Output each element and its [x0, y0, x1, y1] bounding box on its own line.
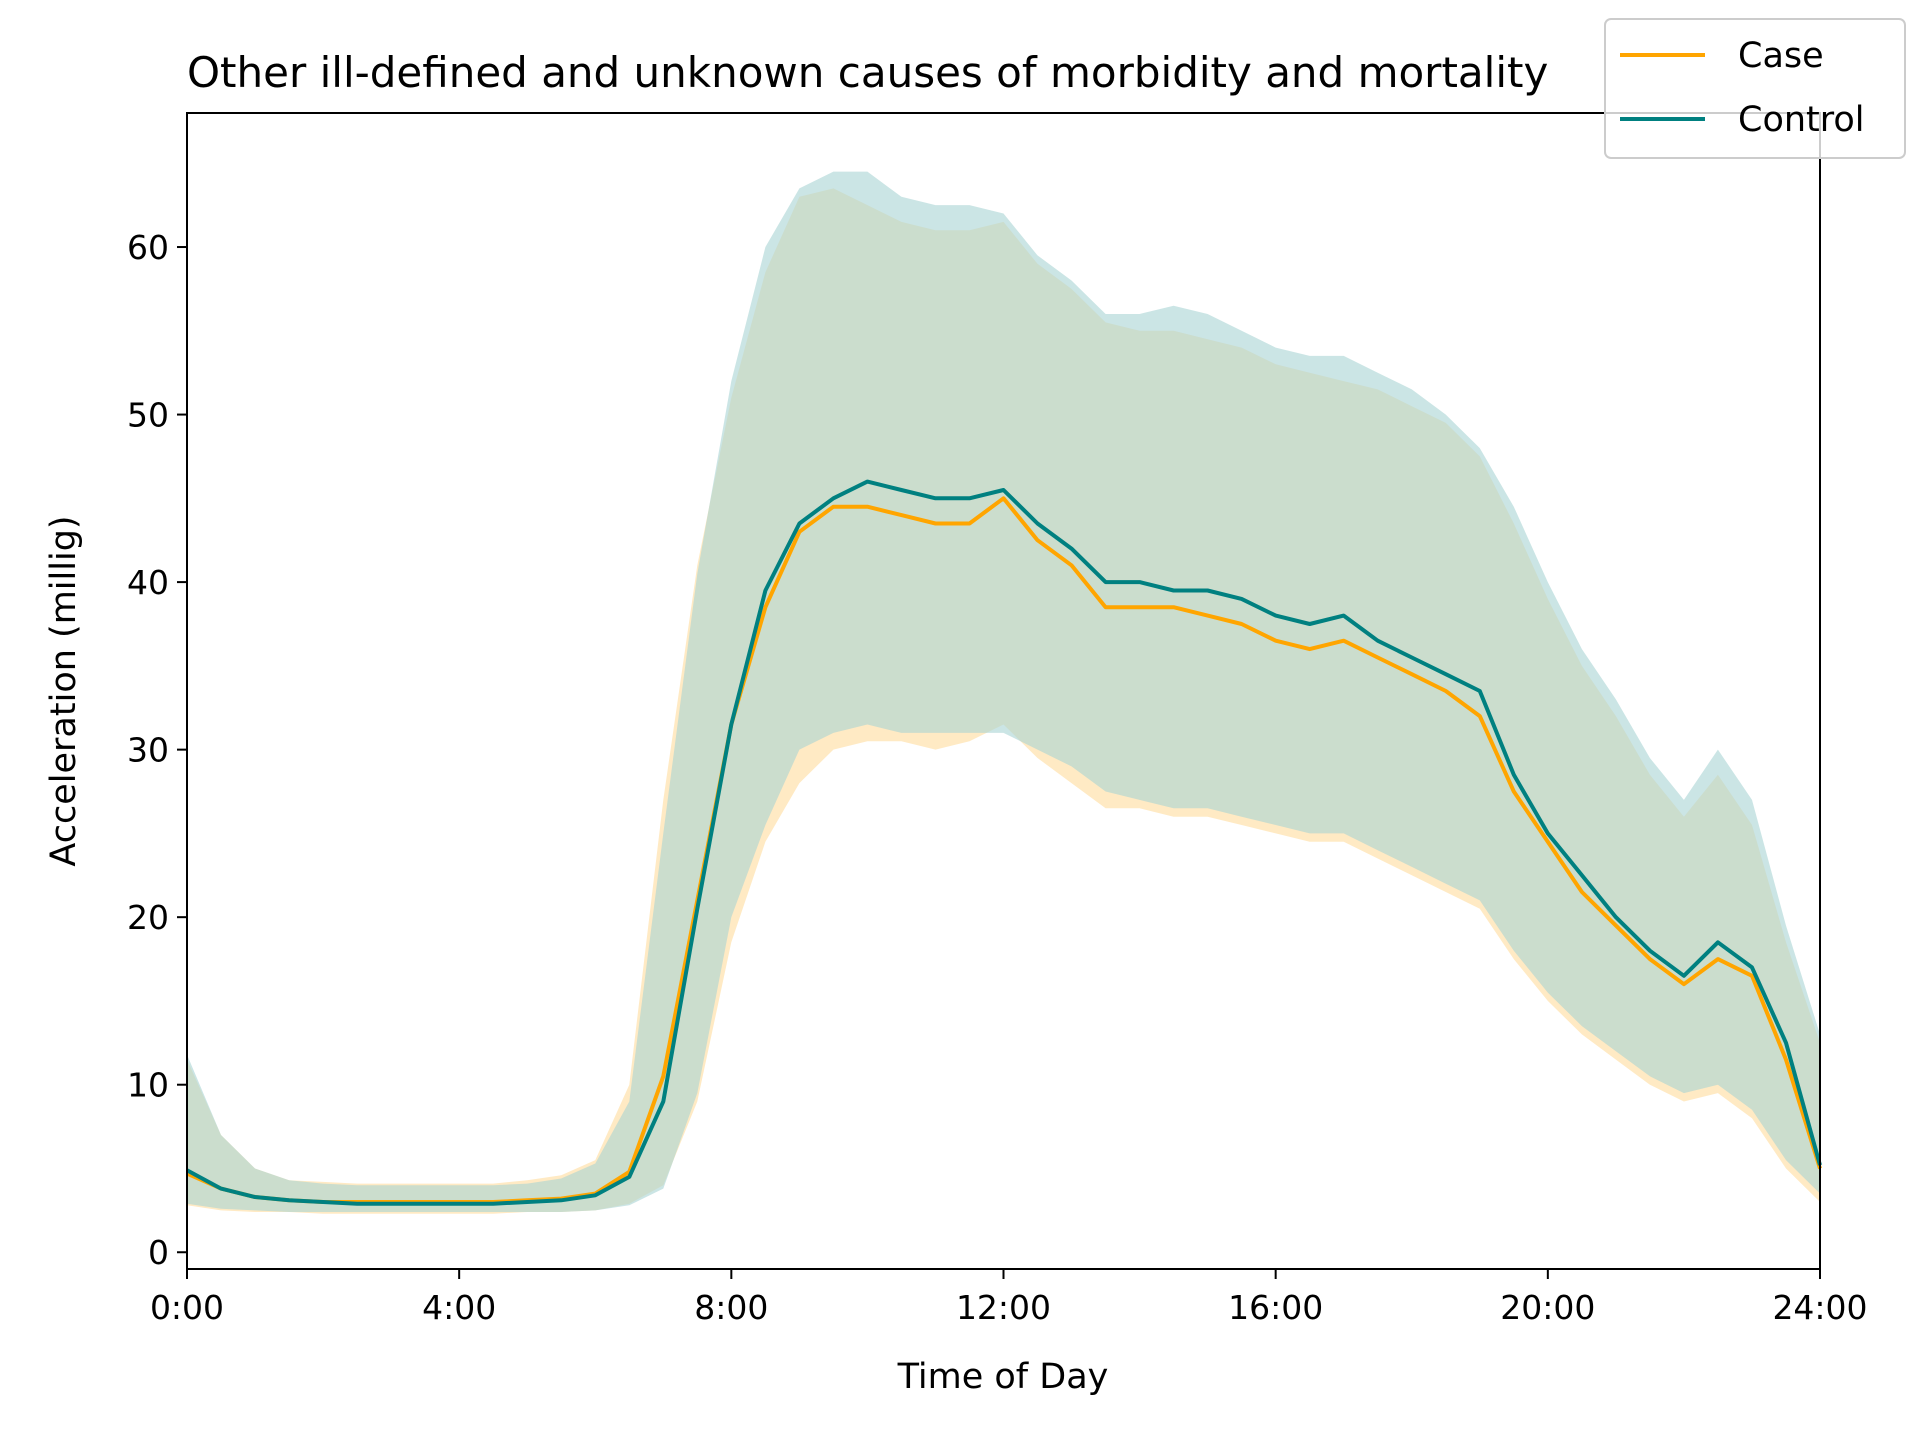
- confidence-bands: [187, 171, 1820, 1214]
- x-axis-title: Time of Day: [897, 1357, 1109, 1397]
- y-tick-label: 50: [127, 396, 169, 435]
- legend-items: Case Control: [1620, 36, 1865, 140]
- y-axis-title: Acceleration (millig): [44, 515, 84, 866]
- y-tick-label: 0: [148, 1233, 169, 1272]
- control-line: [186, 479, 1822, 1206]
- x-tick-label: 8:00: [694, 1288, 768, 1327]
- y-tick-label: 60: [127, 228, 169, 267]
- y-tick-label: 40: [127, 563, 169, 602]
- x-tick-label: 20:00: [1500, 1288, 1595, 1327]
- control-legend-label: Control: [1738, 100, 1865, 140]
- chart-title: Other ill-defined and unknown causes of …: [187, 48, 1548, 97]
- x-tick-label: 24:00: [1772, 1288, 1867, 1327]
- x-axis: 0:00 4:00 8:00 12:00 16:00 20:00 24:00: [150, 1269, 1868, 1327]
- x-tick-label: 12:00: [956, 1288, 1051, 1327]
- y-tick-label: 30: [127, 731, 169, 770]
- series-lines: [186, 479, 1822, 1206]
- y-axis: 0 10 20 30 40 50 60: [127, 228, 187, 1272]
- control-band: [187, 171, 1820, 1213]
- x-tick-label: 0:00: [150, 1288, 224, 1327]
- legend: Case Control: [1604, 18, 1906, 159]
- y-tick-label: 10: [127, 1066, 169, 1105]
- y-tick-label: 20: [127, 898, 169, 937]
- x-tick-label: 4:00: [422, 1288, 496, 1327]
- x-tick-label: 16:00: [1228, 1288, 1323, 1327]
- case-legend-label: Case: [1738, 36, 1824, 76]
